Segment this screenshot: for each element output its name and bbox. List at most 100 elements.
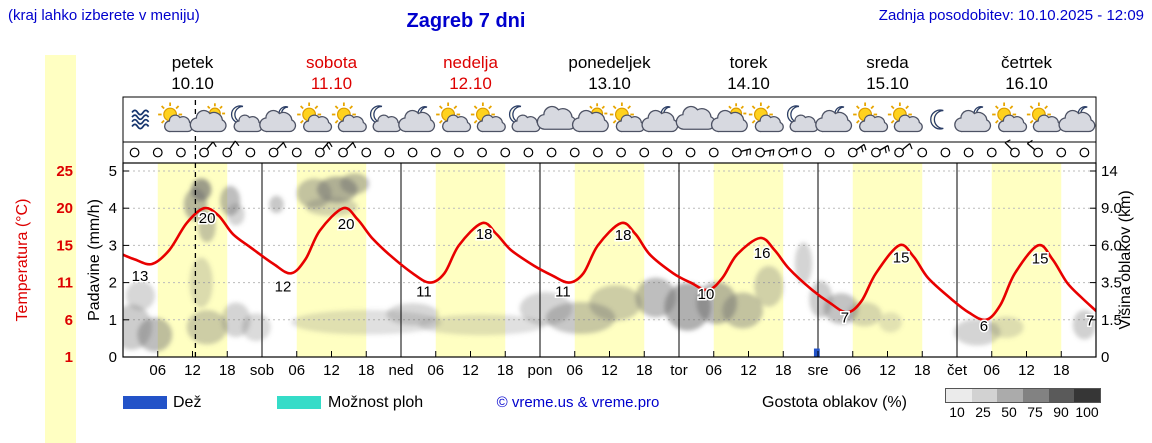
x-tick-label: 06: [705, 362, 722, 379]
cloud-icon: [676, 107, 714, 130]
wind-symbol: [477, 147, 487, 158]
cloud-blob: [191, 178, 212, 201]
wind-symbol: [685, 147, 696, 158]
temp-axis-title: Temperatura (°C): [14, 199, 31, 322]
wind-symbol: [894, 147, 904, 158]
wind-symbol: [1033, 147, 1043, 158]
showers-legend-swatch: [277, 396, 321, 409]
wind-symbol: [963, 147, 974, 158]
density-tick-label: 25: [975, 404, 991, 420]
cloud-density-scale: [945, 388, 1102, 403]
density-segment: [971, 389, 998, 402]
temp-tick-label: 1: [65, 349, 73, 366]
wind-barb-tick: [234, 140, 240, 147]
rain-legend-label: Dež: [173, 394, 202, 411]
wind-symbol: [1079, 147, 1090, 158]
x-tick-label: 18: [497, 362, 514, 379]
wind-symbol: [291, 147, 302, 158]
moon-cloud-icon: [371, 106, 401, 132]
x-tick-label: ned: [388, 362, 413, 379]
cloud-moon-icon: [1059, 107, 1095, 132]
x-tick-label: 12: [184, 362, 201, 379]
wind-row: [129, 139, 1090, 158]
wind-symbol: [222, 147, 233, 158]
cloud-blob: [186, 310, 228, 345]
sun-cloud-icon: [853, 103, 887, 132]
x-tick-label: 12: [1018, 362, 1035, 379]
cloud-sun-icon: [573, 103, 609, 131]
wind-symbol: [523, 147, 534, 158]
cloud-axis-title: Višina oblakov (km): [1117, 190, 1134, 329]
page-title: Zagreb 7 dni: [406, 10, 526, 32]
weather-icon-row: [131, 103, 1095, 132]
wind-barb-tick: [863, 144, 867, 151]
copyright-link[interactable]: © vreme.us & vreme.pro: [496, 394, 660, 411]
x-tick-label: 12: [601, 362, 618, 379]
wind-symbol: [407, 147, 418, 158]
wind-barb-tick: [352, 142, 357, 149]
cloud-icon: [537, 107, 575, 130]
wind-barb-tick: [1027, 139, 1033, 145]
wind-symbol: [1010, 147, 1020, 158]
showers-legend-label: Možnost ploh: [328, 394, 424, 411]
sun-cloud-icon: [297, 103, 331, 132]
wind-symbol: [430, 147, 441, 158]
wind-barb: [345, 142, 354, 151]
wind-symbol: [245, 147, 256, 158]
x-tick-label: 12: [740, 362, 757, 379]
wind-symbol: [315, 147, 325, 158]
last-update: Zadnja posodobitev: 10.10.2025 - 12:09: [878, 7, 1144, 24]
moon-cloud-icon: [510, 106, 540, 132]
wind-symbol: [129, 147, 140, 158]
temp-tick-label: 11: [57, 275, 73, 292]
sun-cloud-icon: [332, 103, 366, 132]
wind-symbol: [1056, 147, 1067, 158]
wind-symbol: [986, 147, 997, 158]
wind-symbol: [384, 147, 395, 158]
sun-cloud-icon: [436, 103, 470, 132]
cloud-blob: [125, 280, 155, 311]
cloud-tick-label: 1.5: [1101, 312, 1122, 329]
cloud-moon-icon: [399, 107, 435, 132]
cloud-tick-label: 0: [1101, 349, 1109, 366]
wind-symbol: [755, 147, 765, 158]
wind-symbol: [801, 147, 812, 158]
sun-cloud-icon: [610, 103, 644, 132]
temp-scale-strip: [45, 55, 76, 443]
cloud-tick-label: 3.5: [1101, 275, 1122, 292]
wind-barb: [740, 148, 751, 153]
wind-barb: [879, 144, 889, 152]
wind-symbol: [569, 147, 580, 158]
wind-symbol: [176, 147, 186, 158]
wind-barb-tick: [212, 141, 217, 148]
wind-symbol: [361, 147, 372, 158]
cloud-blob: [137, 317, 173, 352]
wind-barb: [321, 141, 330, 150]
x-tick-label: 06: [844, 362, 861, 379]
location-hint: (kraj lahko izberete v meniju): [8, 7, 200, 24]
temp-value-label: 10: [698, 286, 715, 303]
cloud-blob: [878, 312, 902, 333]
wind-symbol: [616, 147, 626, 158]
icon-band-border: [122, 96, 1097, 164]
cloud-moon-icon: [955, 107, 991, 132]
cloud-layer: [123, 173, 1096, 352]
sun-cloud-icon: [888, 103, 922, 132]
cloud-density-ticks: 10 25 50 75 90 100: [944, 404, 1100, 420]
x-tick-label: 18: [636, 362, 653, 379]
wind-symbol: [940, 147, 951, 158]
cloud-blob: [988, 316, 1024, 338]
wind-barb: [786, 147, 797, 152]
cloud-blob: [794, 242, 813, 285]
cloud-blob: [386, 303, 439, 326]
temp-value-label: 11: [555, 284, 571, 301]
sun-cloud-icon: [158, 103, 192, 132]
temp-value-label: 7: [841, 309, 849, 326]
moon-cloud-icon: [788, 106, 818, 132]
x-tick-label: pon: [527, 362, 552, 379]
wind-barb-tick: [887, 145, 890, 152]
wind-symbol: [778, 147, 789, 158]
moon-cloud-icon: [232, 106, 262, 132]
wind-barb-tick: [769, 150, 771, 157]
wind-barb-tick: [328, 141, 333, 148]
